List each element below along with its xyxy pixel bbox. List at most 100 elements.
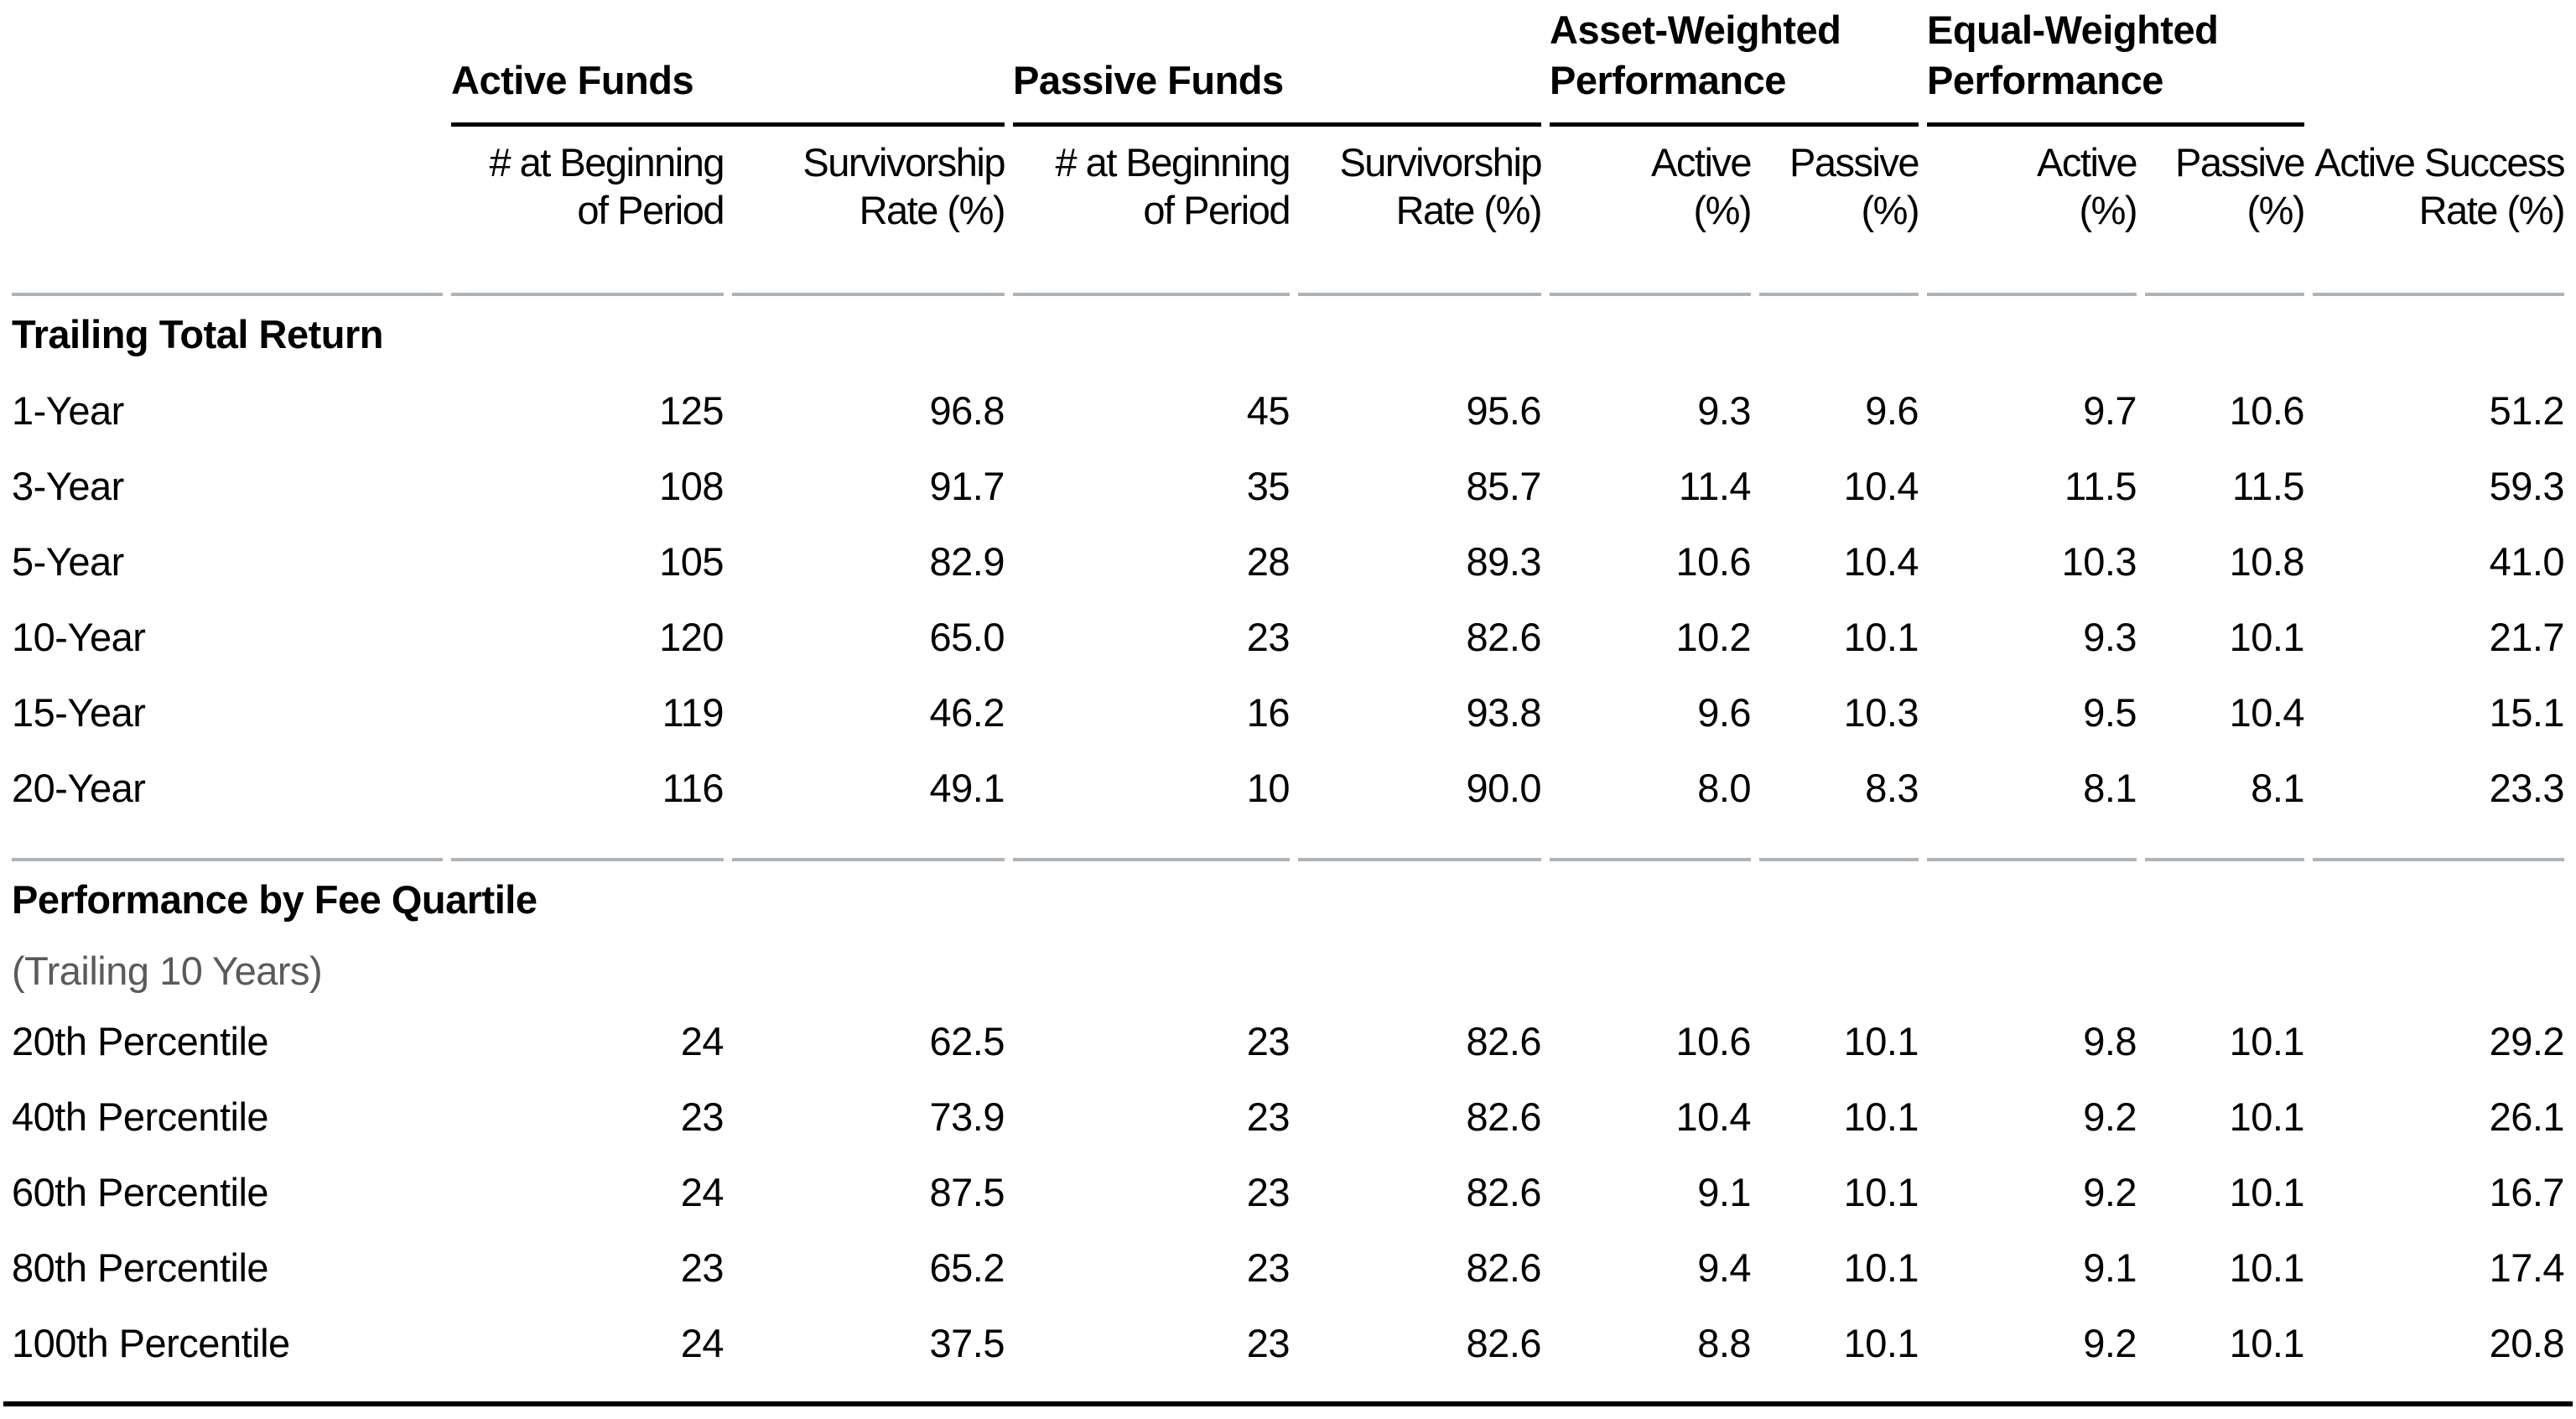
column-header-passive-survivorship: Survivorship Rate (%) — [1298, 127, 1543, 296]
cell-value: 9.3 — [2083, 615, 2137, 659]
table-row: 20th Percentile 24 62.5 23 82.6 10.6 10.1 9.8 10… — [12, 1004, 2565, 1079]
cell-value: 82.6 — [1466, 615, 1542, 659]
cell-value: 23 — [1246, 1094, 1291, 1139]
group-spacer-label-col — [12, 5, 443, 127]
cell-value: 9.5 — [2083, 690, 2137, 735]
cell-value: 96.8 — [929, 388, 1005, 433]
cell-value: 82.6 — [1466, 1094, 1542, 1139]
cell-value: 125 — [659, 388, 724, 433]
table-header: Active Funds Passive Funds Asset-Weighte… — [12, 5, 2566, 296]
cell-value: 10.1 — [2229, 1170, 2305, 1214]
cell-value: 11.5 — [2064, 464, 2137, 508]
section-title: Trailing Total Return — [12, 312, 383, 356]
cell-value: 9.1 — [1697, 1170, 1752, 1214]
cell-value: 10.1 — [1843, 1245, 1919, 1290]
cell-value: 10.1 — [1843, 615, 1919, 659]
cell-value: 23 — [680, 1245, 724, 1290]
table-row: 10-Year 120 65.0 23 82.6 10.2 10.1 9.3 10.1 21.7 — [12, 600, 2565, 675]
cell-value: 90.0 — [1298, 751, 1542, 861]
cell-value: 10.1 — [2229, 1321, 2305, 1365]
row-label: 1-Year — [12, 388, 124, 433]
cell-value: 8.1 — [2145, 751, 2305, 861]
column-header-active-success-rate: Active Success Rate (%) — [2313, 127, 2566, 296]
cell-value: 10.2 — [1675, 615, 1752, 659]
cell-value: 9.2 — [2083, 1321, 2137, 1365]
section-title: Performance by Fee Quartile — [12, 877, 538, 922]
cell-value: 28 — [1246, 539, 1291, 584]
cell-value: 24 — [680, 1170, 724, 1214]
cell-value: 45 — [1246, 388, 1291, 433]
row-label: 100th Percentile — [12, 1321, 290, 1365]
cell-value: 20.8 — [2489, 1321, 2565, 1365]
table-row: 100th Percentile 24 37.5 23 82.6 8.8 10.1 9.2 10… — [12, 1306, 2565, 1401]
column-group-row: Active Funds Passive Funds Asset-Weighte… — [12, 5, 2564, 127]
cell-value: 9.2 — [2083, 1170, 2137, 1214]
cell-value: 10.3 — [2061, 539, 2137, 584]
cell-value: 9.6 — [1697, 690, 1752, 735]
cell-value: 10.1 — [2229, 1019, 2305, 1063]
table-row: 40th Percentile 23 73.9 23 82.6 10.4 10.1 9.2 10… — [12, 1079, 2565, 1155]
row-label: 3-Year — [12, 464, 124, 508]
cell-value: 82.9 — [929, 539, 1005, 584]
cell-value: 10.4 — [1675, 1094, 1752, 1139]
cell-value: 10.8 — [2229, 539, 2305, 584]
cell-value: 10 — [1013, 751, 1291, 861]
cell-value: 82.6 — [1466, 1019, 1542, 1063]
cell-value: 11.4 — [1679, 464, 1752, 508]
cell-value: 10.4 — [1843, 539, 1919, 584]
table-row: 5-Year 105 82.9 28 89.3 10.6 10.4 10.3 10.8 41.0 — [12, 524, 2565, 600]
table-row: 3-Year 108 91.7 35 85.7 11.4 10.4 11.5 11.5 59.3 — [12, 449, 2565, 524]
column-header-passive-count: # at Beginning of Period — [1013, 127, 1291, 296]
section-title-row: Trailing Total Return — [12, 296, 2564, 373]
cell-value: 9.1 — [2083, 1245, 2137, 1290]
column-header-aw-passive: Passive (%) — [1759, 127, 1920, 296]
column-header-ew-passive: Passive (%) — [2145, 127, 2306, 296]
row-label: 40th Percentile — [12, 1094, 269, 1139]
cell-value: 37.5 — [929, 1321, 1005, 1365]
cell-value: 9.8 — [2083, 1019, 2137, 1063]
cell-value: 9.3 — [1697, 388, 1752, 433]
cell-value: 10.6 — [1675, 539, 1752, 584]
cell-value: 26.1 — [2489, 1094, 2565, 1139]
cell-value: 89.3 — [1466, 539, 1542, 584]
cell-value: 51.2 — [2489, 388, 2565, 433]
row-label: 80th Percentile — [12, 1245, 269, 1290]
cell-value: 9.7 — [2083, 388, 2137, 433]
cell-value: 8.1 — [1927, 751, 2137, 861]
cell-value: 10.4 — [1843, 464, 1919, 508]
column-header-active-count: # at Beginning of Period — [451, 127, 725, 296]
cell-value: 23 — [680, 1094, 724, 1139]
row-label: 10-Year — [12, 615, 146, 659]
cell-value: 17.4 — [2489, 1245, 2565, 1290]
table-row: 1-Year 125 96.8 45 95.6 9.3 9.6 9.7 10.6 51.2 — [12, 373, 2565, 449]
cell-value: 23 — [1246, 1245, 1291, 1290]
column-header-active-survivorship: Survivorship Rate (%) — [732, 127, 1006, 296]
cell-value: 15.1 — [2489, 690, 2565, 735]
cell-value: 91.7 — [929, 464, 1005, 508]
cell-value: 16.7 — [2489, 1170, 2565, 1214]
cell-value: 24 — [680, 1019, 724, 1063]
cell-value: 23 — [1246, 615, 1291, 659]
table-row: 15-Year 119 46.2 16 93.8 9.6 10.3 9.5 10.4 15.1 — [12, 675, 2565, 751]
cell-value: 120 — [659, 615, 724, 659]
cell-value: 16 — [1246, 690, 1291, 735]
fund-performance-table: Active Funds Passive Funds Asset-Weighte… — [3, 5, 2573, 1406]
group-header-asset-weighted: Asset-Weighted Performance — [1550, 5, 1919, 127]
cell-value: 49.1 — [732, 751, 1005, 861]
cell-value: 116 — [451, 751, 724, 861]
cell-value: 59.3 — [2489, 464, 2565, 508]
table-row: 80th Percentile 23 65.2 23 82.6 9.4 10.1 9.1 10.… — [12, 1230, 2565, 1306]
column-header-aw-active: Active (%) — [1550, 127, 1753, 296]
cell-value: 24 — [680, 1321, 724, 1365]
cell-value: 85.7 — [1466, 464, 1542, 508]
cell-value: 10.1 — [1843, 1170, 1919, 1214]
cell-value: 41.0 — [2489, 539, 2565, 584]
cell-value: 10.3 — [1843, 690, 1919, 735]
cell-value: 8.3 — [1759, 751, 1919, 861]
row-label: 15-Year — [12, 690, 146, 735]
cell-value: 10.1 — [2229, 1094, 2305, 1139]
table-row: 20-Year 116 49.1 10 90.0 8.0 8.3 8.1 8.1 23.3 — [12, 751, 2565, 861]
row-label: 60th Percentile — [12, 1170, 269, 1214]
cell-value: 23.3 — [2313, 751, 2565, 861]
cell-value: 8.0 — [1550, 751, 1752, 861]
